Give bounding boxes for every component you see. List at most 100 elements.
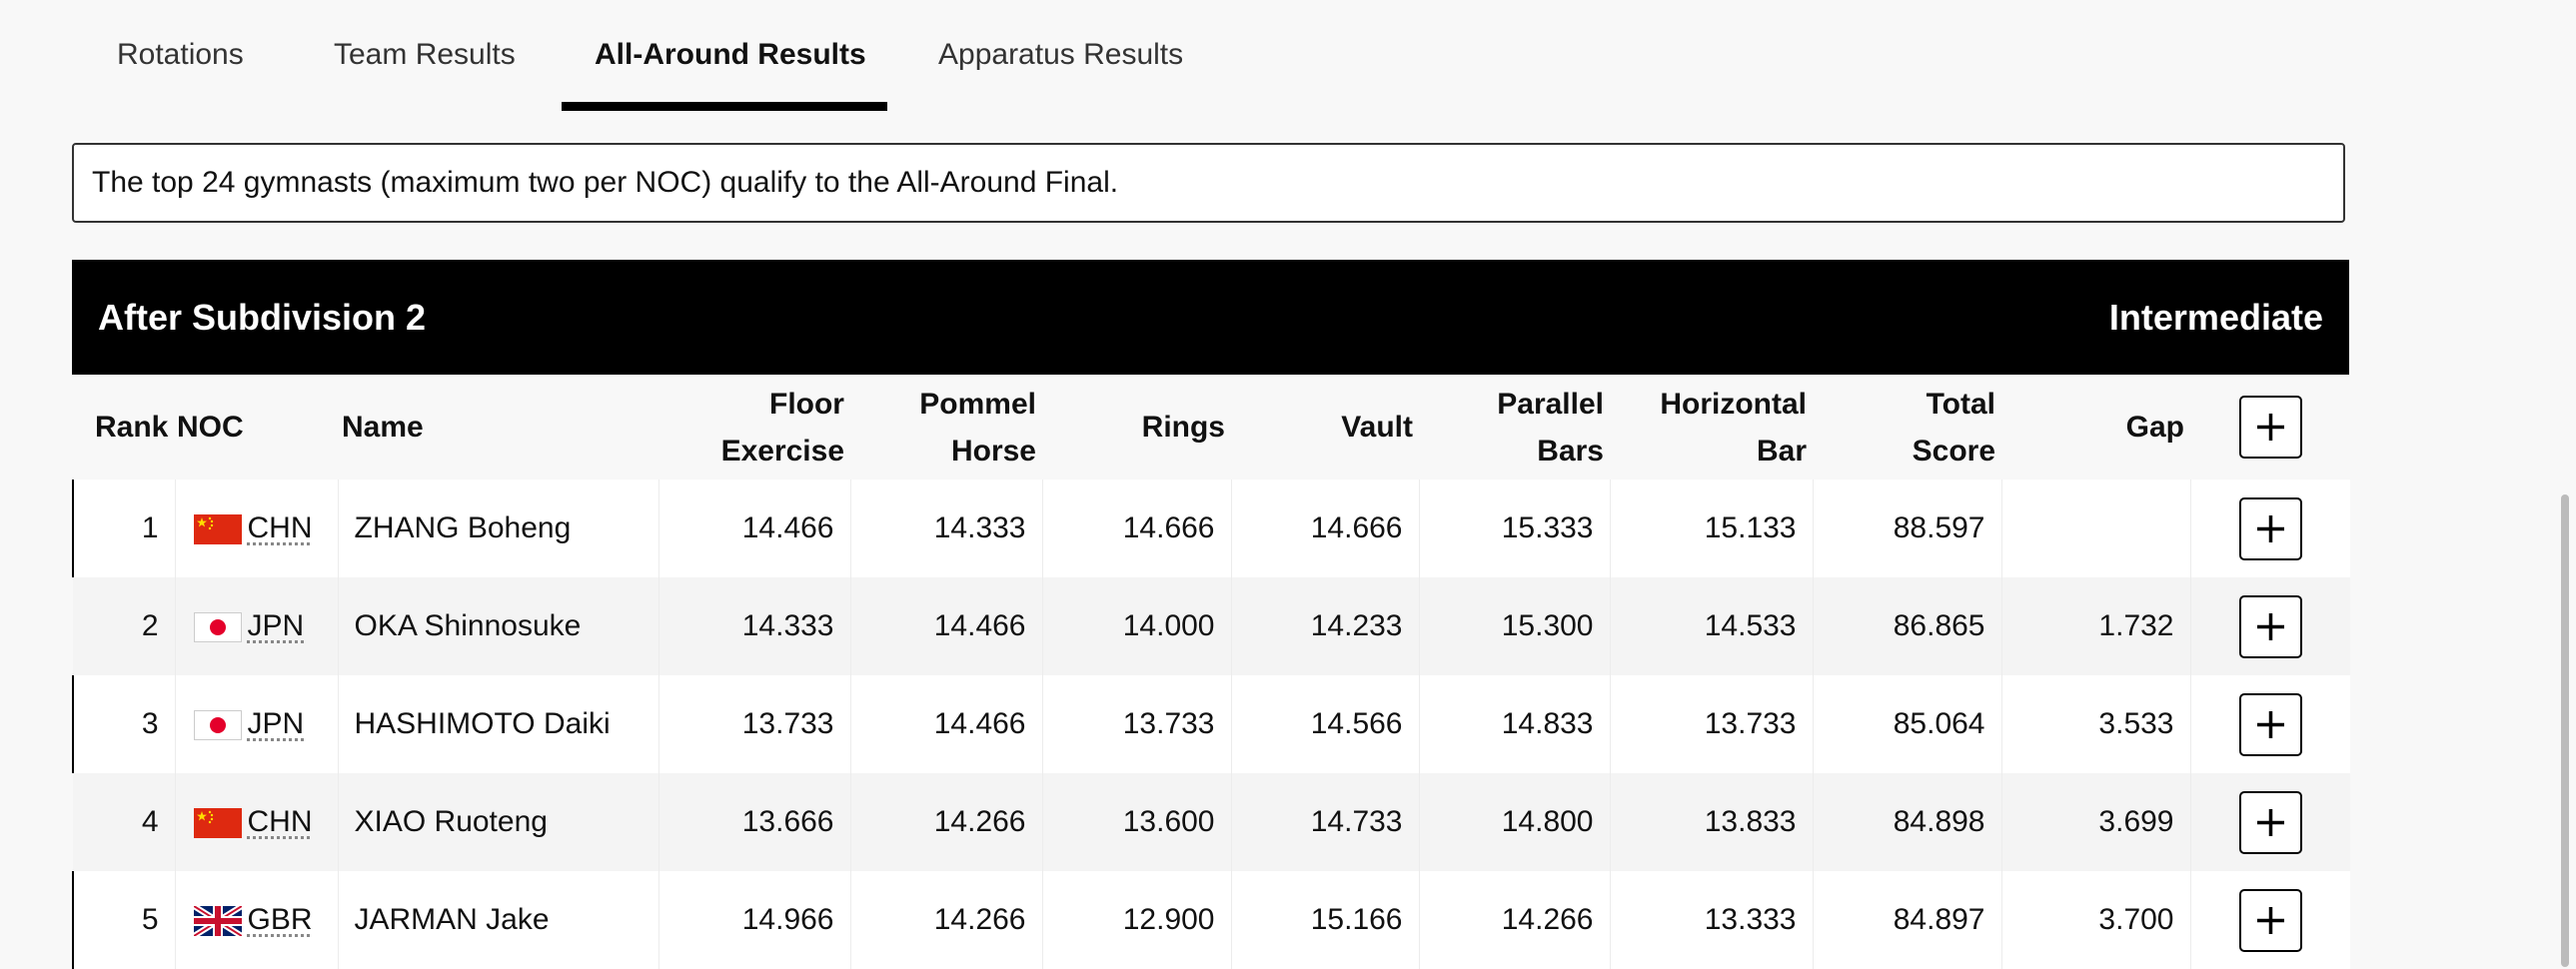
notice: The top 24 gymnasts (maximum two per NOC… bbox=[72, 143, 2345, 223]
score-cell: 14.333 bbox=[849, 480, 1042, 577]
column-header: NOC bbox=[177, 411, 244, 444]
column-header: Name bbox=[342, 411, 424, 444]
button-cell bbox=[2189, 871, 2350, 969]
score-cell: 14.966 bbox=[657, 871, 850, 969]
score-cell: 13.733 bbox=[1041, 675, 1231, 773]
score-cell: 14.800 bbox=[1418, 773, 1610, 871]
score-cell: 15.166 bbox=[1230, 871, 1419, 969]
column-header: Gap bbox=[2125, 411, 2184, 444]
column-header: Rank bbox=[95, 411, 169, 444]
score-cell: 14.833 bbox=[1418, 675, 1610, 773]
column-header: Parallel Bars bbox=[1497, 387, 1604, 468]
scrollbar[interactable] bbox=[2561, 494, 2569, 967]
score-cell: 13.666 bbox=[657, 773, 850, 871]
noc-cell: CHN bbox=[174, 480, 338, 577]
flag bbox=[194, 514, 242, 544]
expand-button[interactable] bbox=[2238, 888, 2302, 952]
expand-button[interactable] bbox=[2238, 594, 2302, 658]
tab-underline bbox=[562, 102, 887, 111]
button-cell bbox=[2189, 675, 2350, 773]
gap-cell bbox=[2000, 480, 2190, 577]
score-cell: 14.266 bbox=[849, 871, 1042, 969]
column-header: Rings bbox=[1141, 411, 1225, 444]
result-row: 1 CHN ZHANG Boheng 14.466 14.333 14.666 14.666… bbox=[72, 480, 2350, 577]
noc-cell: CHN bbox=[174, 773, 338, 871]
tab[interactable]: Team Results bbox=[334, 38, 516, 71]
noc-code[interactable]: CHN bbox=[247, 511, 313, 544]
total-cell: 86.865 bbox=[1812, 577, 2001, 675]
score-cell: 12.900 bbox=[1041, 871, 1231, 969]
gap-cell: 1.732 bbox=[2000, 577, 2190, 675]
score-cell: 14.566 bbox=[1230, 675, 1419, 773]
tab[interactable]: Rotations bbox=[117, 38, 244, 71]
score-cell: 15.133 bbox=[1609, 480, 1813, 577]
score-cell: 14.266 bbox=[849, 773, 1042, 871]
rank-cell: 1 bbox=[72, 480, 175, 577]
rank-cell: 3 bbox=[72, 675, 175, 773]
name-cell: ZHANG Boheng bbox=[337, 480, 658, 577]
column-header: Floor Exercise bbox=[720, 387, 845, 468]
total-cell: 85.064 bbox=[1812, 675, 2001, 773]
result-row: 2 JPN OKA Shinnosuke 14.333 14.466 14.000 14.2… bbox=[73, 577, 2350, 675]
score-cell: 14.466 bbox=[849, 577, 1042, 675]
rank-cell: 5 bbox=[72, 871, 175, 969]
score-cell: 13.600 bbox=[1041, 773, 1231, 871]
score-cell: 13.733 bbox=[657, 675, 850, 773]
score-cell: 14.466 bbox=[657, 480, 850, 577]
name-cell: XIAO Ruoteng bbox=[337, 773, 658, 871]
button-cell bbox=[2189, 577, 2350, 675]
score-cell: 14.533 bbox=[1609, 577, 1813, 675]
name-cell: OKA Shinnosuke bbox=[337, 577, 658, 675]
total-cell: 84.897 bbox=[1812, 871, 2001, 969]
expand-button[interactable] bbox=[2238, 496, 2302, 560]
result-row: 4 CHN XIAO Ruoteng 13.666 14.266 13.600 14.733… bbox=[73, 773, 2350, 871]
banner-status: Intermediate bbox=[2108, 296, 2323, 338]
flag bbox=[194, 710, 242, 740]
noc-code[interactable]: JPN bbox=[247, 609, 305, 642]
noc-cell: JPN bbox=[174, 577, 338, 675]
score-cell: 14.333 bbox=[657, 577, 850, 675]
name-cell: HASHIMOTO Daiki bbox=[337, 675, 658, 773]
total-cell: 88.597 bbox=[1812, 480, 2001, 577]
score-cell: 14.233 bbox=[1230, 577, 1419, 675]
name-cell: JARMAN Jake bbox=[337, 871, 658, 969]
total-cell: 84.898 bbox=[1812, 773, 2001, 871]
column-header: Vault bbox=[1341, 411, 1413, 444]
score-cell: 14.466 bbox=[849, 675, 1042, 773]
banner: After Subdivision 2 Intermediate bbox=[72, 260, 2349, 375]
flag bbox=[194, 808, 242, 838]
expand-all-button[interactable] bbox=[2238, 396, 2302, 459]
column-header: Total Score bbox=[1912, 387, 1996, 468]
button-cell bbox=[2189, 773, 2350, 871]
tab[interactable]: Apparatus Results bbox=[938, 38, 1184, 71]
noc-cell: JPN bbox=[174, 675, 338, 773]
score-cell: 13.833 bbox=[1609, 773, 1813, 871]
header-row: Rank NOC Name Floor Exercise Pommel Hors… bbox=[73, 375, 2350, 480]
expand-button[interactable] bbox=[2238, 790, 2302, 854]
score-cell: 14.666 bbox=[1230, 480, 1419, 577]
noc-cell: GBR bbox=[174, 871, 338, 969]
score-cell: 14.666 bbox=[1041, 480, 1231, 577]
rank-cell: 4 bbox=[73, 773, 175, 871]
expand-button[interactable] bbox=[2238, 692, 2302, 756]
score-cell: 14.000 bbox=[1041, 577, 1231, 675]
gap-cell: 3.699 bbox=[2000, 773, 2190, 871]
flag bbox=[194, 906, 242, 936]
results-table: Rank NOC Name Floor Exercise Pommel Hors… bbox=[72, 375, 2350, 969]
tab-active[interactable]: All-Around Results bbox=[595, 38, 866, 71]
gap-cell: 3.533 bbox=[2000, 675, 2190, 773]
noc-code[interactable]: JPN bbox=[247, 707, 305, 740]
noc-code[interactable]: CHN bbox=[247, 805, 313, 838]
score-cell: 14.266 bbox=[1418, 871, 1610, 969]
column-header: Horizontal Bar bbox=[1660, 387, 1807, 468]
noc-code[interactable]: GBR bbox=[247, 903, 313, 936]
rank-cell: 2 bbox=[73, 577, 175, 675]
score-cell: 13.333 bbox=[1609, 871, 1813, 969]
score-cell: 13.733 bbox=[1609, 675, 1813, 773]
flag bbox=[194, 612, 242, 642]
result-row: 3 JPN HASHIMOTO Daiki 13.733 14.466 13.733 14.… bbox=[72, 675, 2350, 773]
gap-cell: 3.700 bbox=[2000, 871, 2190, 969]
result-row: 5 GBR JARMAN Jake 14.966 14.266 12.900 15.166 1… bbox=[72, 871, 2350, 969]
score-cell: 15.333 bbox=[1418, 480, 1610, 577]
score-cell: 15.300 bbox=[1418, 577, 1610, 675]
